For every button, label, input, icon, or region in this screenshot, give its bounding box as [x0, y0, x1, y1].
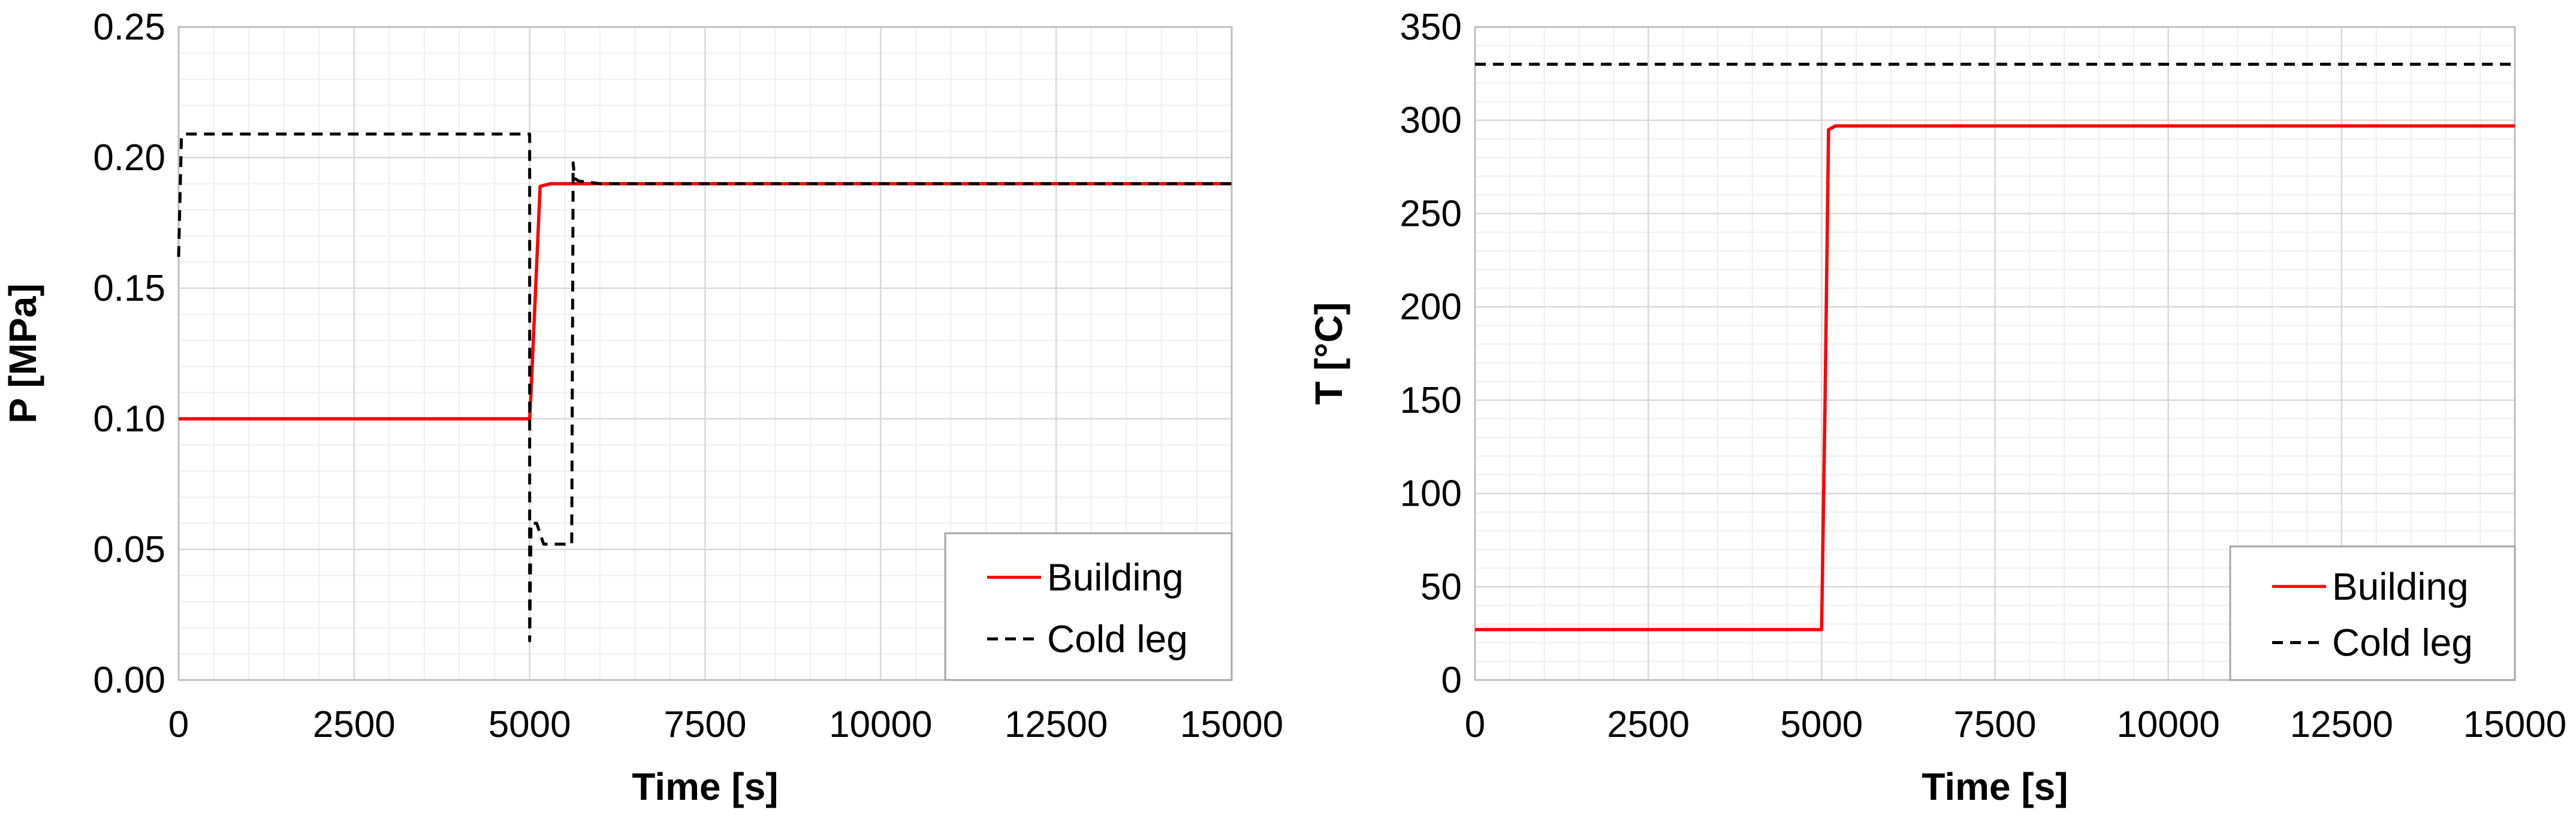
x-tick-label: 0: [168, 704, 189, 745]
x-tick-label: 12500: [1005, 704, 1108, 745]
x-tick-label: 5000: [1780, 704, 1863, 745]
x-tick-label: 5000: [488, 704, 571, 745]
legend-label: Building: [2332, 565, 2469, 608]
y-tick-label: 0.15: [93, 268, 165, 309]
y-tick-label: 300: [1400, 100, 1462, 141]
y-tick-label: 0: [1441, 660, 1462, 701]
y-tick-label: 0.00: [93, 660, 165, 701]
x-tick-label: 10000: [2116, 704, 2219, 745]
y-tick-label: 200: [1400, 286, 1462, 328]
plot-area-border: [1474, 26, 2516, 681]
y-axis-title: T [°C]: [1307, 302, 1350, 404]
x-tick-label: 7500: [1954, 704, 2037, 745]
x-axis-title: Time [s]: [1922, 765, 2068, 808]
x-tick-label: 2500: [1607, 704, 1690, 745]
x-axis-title: Time [s]: [632, 765, 778, 808]
plot-area-border: [177, 26, 1233, 681]
y-tick-label: 0.25: [93, 7, 165, 48]
x-tick-label: 0: [1465, 704, 1485, 745]
x-tick-label: 2500: [313, 704, 396, 745]
x-tick-label: 15000: [2463, 704, 2566, 745]
pressure-chart: 0 2500 5000 7500 10000 12500 15000 0.00 0.05 0.10…: [1, 7, 1283, 808]
x-tick-label: 12500: [2290, 704, 2393, 745]
y-tick-label: 0.10: [93, 398, 165, 440]
x-tick-label: 15000: [1180, 704, 1283, 745]
x-tick-label: 7500: [664, 704, 747, 745]
pressure-chart-svg: 0 2500 5000 7500 10000 12500 15000 0.00 0.05 0.10…: [1, 7, 1283, 808]
series-line-cold-leg: [177, 132, 1232, 643]
legend-label: Cold leg: [2332, 621, 2473, 664]
x-tick-label: 10000: [829, 704, 932, 745]
y-tick-label: 350: [1400, 7, 1462, 48]
y-tick-label: 250: [1400, 193, 1462, 234]
y-tick-label: 0.05: [93, 529, 165, 570]
y-tick-label: 50: [1420, 566, 1462, 608]
temperature-chart: 0 2500 5000 7500 10000 12500 15000 0 50 100 150 200…: [1288, 0, 2576, 831]
temperature-chart-svg: 0 2500 5000 7500 10000 12500 15000 0 50 100 150 200…: [1307, 7, 2566, 808]
legend-box: [944, 532, 1233, 681]
y-tick-label: 100: [1400, 473, 1462, 515]
legend-label: Building: [1047, 556, 1184, 599]
y-tick-label: 150: [1400, 380, 1462, 421]
legend-label: Cold leg: [1047, 617, 1188, 660]
y-tick-label: 0.20: [93, 137, 165, 179]
legend-box: [2229, 545, 2516, 681]
series-line-building: [1475, 124, 2515, 631]
y-axis-title: P [MPa]: [1, 283, 44, 424]
